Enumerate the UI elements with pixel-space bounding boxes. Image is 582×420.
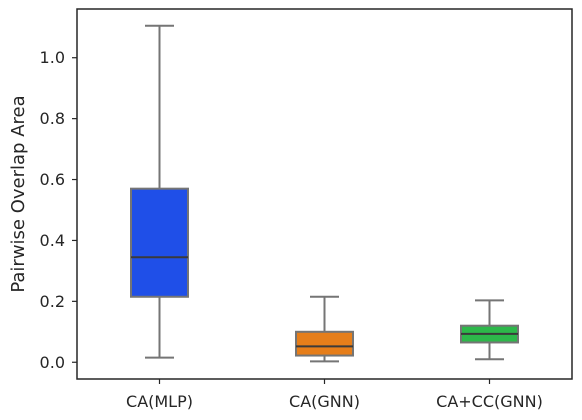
box-1 xyxy=(130,24,189,359)
iqr-box xyxy=(130,187,189,298)
y-tick-label: 0.8 xyxy=(40,109,65,128)
x-axis: CA(MLP) CA(GNN) CA+CC(GNN) xyxy=(126,379,543,411)
x-tick-label: CA(GNN) xyxy=(289,392,360,411)
y-tick-label: 0.6 xyxy=(40,170,65,189)
box-3 xyxy=(460,299,519,361)
x-tick-label: CA(MLP) xyxy=(126,392,193,411)
y-axis: 0.0 0.2 0.4 0.6 0.8 1.0 xyxy=(40,48,77,372)
x-tick-label: CA+CC(GNN) xyxy=(436,392,543,411)
axes-frame xyxy=(76,8,573,380)
y-tick-label: 0.2 xyxy=(40,292,65,311)
y-tick-label: 1.0 xyxy=(40,48,65,67)
y-tick-label: 0.0 xyxy=(40,353,65,372)
iqr-box xyxy=(295,330,354,357)
plot-area xyxy=(130,24,519,363)
y-tick-label: 0.4 xyxy=(40,231,65,250)
y-axis-title: Pairwise Overlap Area xyxy=(8,95,29,292)
box-2 xyxy=(295,295,354,363)
